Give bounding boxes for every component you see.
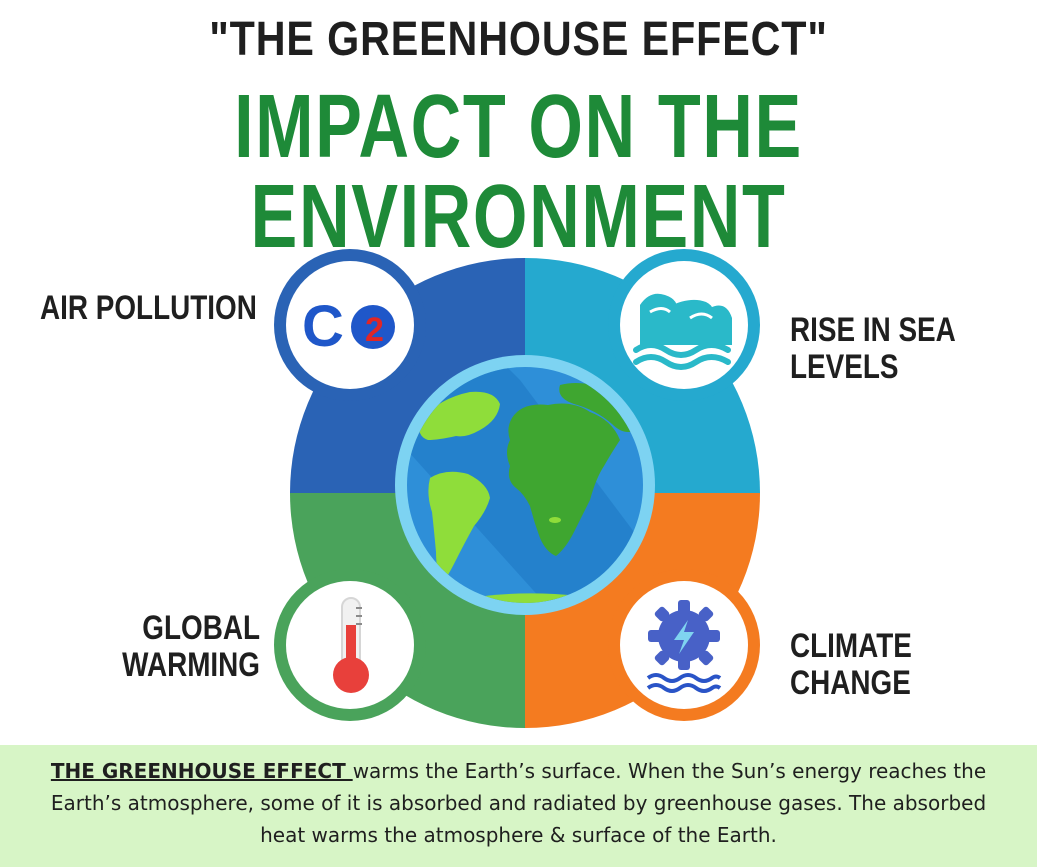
label-global-warming: GLOBAL WARMING <box>104 610 260 684</box>
impact-diagram: C 2 <box>274 249 760 728</box>
label-global-line2: WARMING <box>122 646 261 684</box>
description-lead: THE GREENHOUSE EFFECT <box>50 759 353 783</box>
co2-digit: 2 <box>365 311 384 349</box>
description-box: THE GREENHOUSE EFFECT warms the Earth’s … <box>0 745 1037 867</box>
description-body: warms the Earth’s surface. When the Sun’… <box>50 759 987 847</box>
label-sea-line1: RISE IN SEA <box>790 311 956 349</box>
co2-icon: C 2 <box>302 294 395 359</box>
page-title: IMPACT ON THE ENVIRONMENT <box>234 77 803 267</box>
thermometer-icon <box>333 597 369 693</box>
label-global-line1: GLOBAL <box>142 609 260 647</box>
label-climate-change: CLIMATE CHANGE <box>790 627 912 702</box>
label-sea-line2: LEVELS <box>790 348 899 386</box>
water-turbine-icon <box>646 600 722 693</box>
earth-globe-icon <box>395 355 655 615</box>
label-air-pollution: AIR POLLUTION <box>40 289 257 327</box>
label-rise-in-sea-levels: RISE IN SEA LEVELS <box>790 312 956 386</box>
air-pollution-badge <box>274 249 426 401</box>
waves-icon <box>633 293 732 370</box>
co2-letter-c: C <box>302 294 344 359</box>
subtitle: "THE GREENHOUSE EFFECT" <box>209 13 828 66</box>
